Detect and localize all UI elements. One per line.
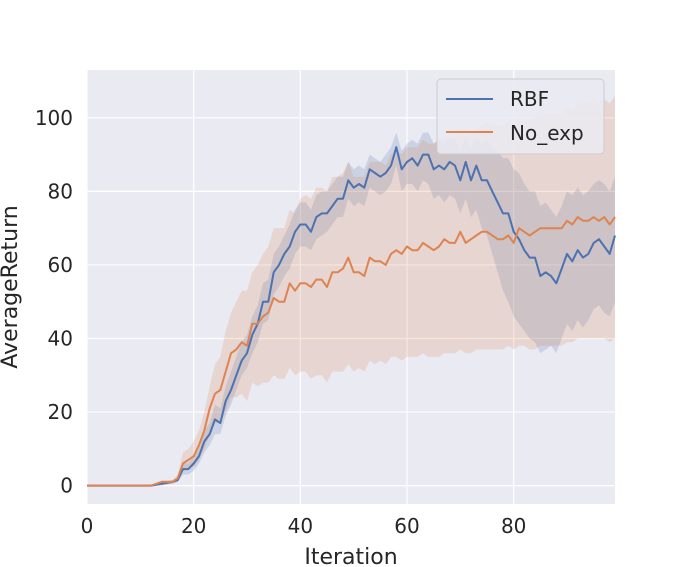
y-tick-label: 80 [48,179,73,203]
legend-box [436,78,605,155]
band-no-exp [87,95,615,486]
x-tick-label: 20 [181,514,206,538]
x-tick-label: 80 [501,514,526,538]
confidence-bands [87,95,615,486]
x-tick-label: 40 [288,514,313,538]
y-tick-label: 20 [48,400,73,424]
y-tick-label: 100 [35,106,73,130]
series-line-no-exp [87,216,616,487]
legend-label-rbf: RBF [510,87,549,111]
y-tick-label: 40 [48,326,73,350]
x-tick-label: 0 [81,514,94,538]
x-tick-label: 60 [394,514,419,538]
y-axis-label: AverageReturn [0,205,23,368]
y-tick-labels: 0 20 40 60 80 100 [35,106,73,498]
legend-label-no-exp: No_exp [510,121,584,145]
series-lines [87,146,616,487]
band-rbf [87,132,615,486]
y-tick-label: 0 [60,474,73,498]
x-tick-labels: 0 20 40 60 80 [81,514,527,538]
series-line-rbf [87,146,616,487]
y-tick-label: 60 [48,253,73,277]
legend: RBF No_exp [436,78,605,155]
x-axis-label: Iteration [304,545,397,567]
